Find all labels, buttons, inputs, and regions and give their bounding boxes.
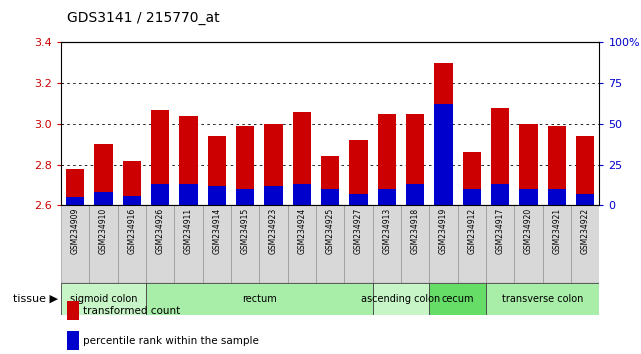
Bar <box>236 189 254 205</box>
Text: transverse colon: transverse colon <box>502 294 583 304</box>
Bar <box>208 186 226 205</box>
Text: GSM234915: GSM234915 <box>240 208 249 254</box>
Text: tissue ▶: tissue ▶ <box>13 294 58 304</box>
Bar <box>491 184 510 205</box>
Bar <box>429 205 458 283</box>
Text: GSM234909: GSM234909 <box>71 208 79 254</box>
Text: GSM234917: GSM234917 <box>495 208 504 254</box>
Bar <box>146 205 174 283</box>
Bar <box>259 205 288 283</box>
Bar <box>372 205 401 283</box>
Bar <box>406 114 424 205</box>
Bar <box>434 63 453 205</box>
Bar <box>519 124 538 205</box>
Bar <box>514 205 543 283</box>
Bar <box>372 283 429 315</box>
Bar <box>458 205 486 283</box>
Bar <box>406 184 424 205</box>
Bar <box>174 205 203 283</box>
Bar <box>401 205 429 283</box>
Text: percentile rank within the sample: percentile rank within the sample <box>83 336 259 346</box>
Bar <box>264 124 283 205</box>
Bar <box>179 184 197 205</box>
Text: GSM234918: GSM234918 <box>411 208 420 254</box>
Bar <box>179 116 197 205</box>
Bar <box>292 184 311 205</box>
Bar <box>94 192 113 205</box>
Text: ascending colon: ascending colon <box>362 294 440 304</box>
Bar <box>378 189 396 205</box>
Text: transformed count: transformed count <box>83 306 181 316</box>
Bar <box>463 189 481 205</box>
Text: GDS3141 / 215770_at: GDS3141 / 215770_at <box>67 11 220 25</box>
Bar <box>66 197 84 205</box>
Text: cecum: cecum <box>442 294 474 304</box>
Bar <box>288 205 316 283</box>
Bar <box>434 104 453 205</box>
Text: GSM234913: GSM234913 <box>382 208 391 254</box>
Text: GSM234927: GSM234927 <box>354 208 363 254</box>
Bar <box>236 126 254 205</box>
Bar <box>61 205 89 283</box>
Bar <box>491 108 510 205</box>
Bar <box>486 283 599 315</box>
Bar <box>571 205 599 283</box>
Bar <box>151 184 169 205</box>
Bar <box>122 195 141 205</box>
Bar <box>66 169 84 205</box>
Text: GSM234910: GSM234910 <box>99 208 108 254</box>
Bar <box>321 189 339 205</box>
Bar <box>231 205 259 283</box>
Bar <box>349 194 368 205</box>
Text: GSM234926: GSM234926 <box>156 208 165 254</box>
Text: GSM234925: GSM234925 <box>326 208 335 254</box>
Bar <box>378 114 396 205</box>
Bar <box>316 205 344 283</box>
Text: GSM234924: GSM234924 <box>297 208 306 254</box>
Bar <box>349 140 368 205</box>
Text: GSM234919: GSM234919 <box>439 208 448 254</box>
Text: GSM234920: GSM234920 <box>524 208 533 254</box>
Bar <box>547 126 566 205</box>
Bar <box>543 205 571 283</box>
Bar <box>576 136 594 205</box>
Bar <box>208 136 226 205</box>
Text: sigmoid colon: sigmoid colon <box>70 294 137 304</box>
Bar <box>203 205 231 283</box>
Text: GSM234921: GSM234921 <box>553 208 562 254</box>
Bar <box>94 144 113 205</box>
Text: GSM234916: GSM234916 <box>128 208 137 254</box>
Bar <box>547 189 566 205</box>
Bar <box>321 156 339 205</box>
Text: GSM234922: GSM234922 <box>581 208 590 254</box>
Bar <box>146 283 372 315</box>
Text: rectum: rectum <box>242 294 277 304</box>
Text: GSM234912: GSM234912 <box>467 208 476 254</box>
Text: GSM234914: GSM234914 <box>212 208 221 254</box>
Bar <box>61 283 146 315</box>
Bar <box>519 189 538 205</box>
Bar <box>122 161 141 205</box>
Bar <box>264 186 283 205</box>
Bar <box>463 153 481 205</box>
Bar <box>344 205 372 283</box>
Bar <box>576 194 594 205</box>
Bar <box>429 283 486 315</box>
Bar <box>89 205 117 283</box>
Bar <box>117 205 146 283</box>
Bar <box>292 112 311 205</box>
Bar <box>486 205 514 283</box>
Text: GSM234911: GSM234911 <box>184 208 193 254</box>
Bar <box>151 110 169 205</box>
Text: GSM234923: GSM234923 <box>269 208 278 254</box>
